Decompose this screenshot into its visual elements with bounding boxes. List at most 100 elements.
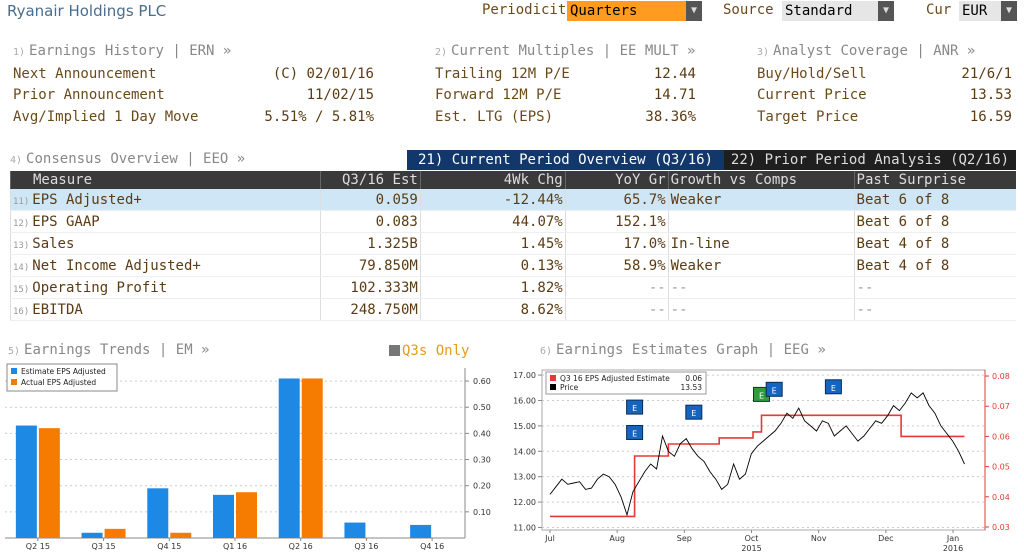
checkbox-icon[interactable] xyxy=(389,345,400,356)
trailing-pe-label: Trailing 12M P/E xyxy=(435,66,570,82)
buy-hold-sell-value: 21/6/1 xyxy=(961,66,1012,82)
legend-swatch xyxy=(550,384,556,390)
measure-cell[interactable]: 15) Operating Profit xyxy=(10,276,321,299)
event-marker-label: E xyxy=(772,386,777,395)
next-announcement-label: Next Announcement xyxy=(13,66,157,82)
col-header-measure[interactable]: Measure xyxy=(10,171,321,189)
measure-cell[interactable]: 14) Net Income Adjusted+ xyxy=(10,254,321,277)
col-header-4wk[interactable]: 4Wk Chg xyxy=(419,171,566,189)
measure-label: Operating Profit xyxy=(32,279,168,296)
table-row[interactable]: 12) EPS GAAP 0.083 44.07% 152.1% Beat 6 o… xyxy=(10,210,1016,233)
y-left-tick-label: 17.00 xyxy=(513,371,536,380)
col-header-growth[interactable]: Growth vs Comps xyxy=(667,171,855,189)
bar-estimate xyxy=(278,378,300,538)
x-tick-label: Q4 16 xyxy=(420,542,444,551)
growth-cell xyxy=(667,210,855,233)
tab-prior-period[interactable]: 22) Prior Period Analysis (Q2/16) xyxy=(724,150,1016,170)
y-right-tick-label: 0.04 xyxy=(992,493,1010,502)
table-header-row: Measure Q3/16 Est 4Wk Chg YoY Gr Growth … xyxy=(10,171,1016,189)
current-price-value: 13.53 xyxy=(969,87,1012,103)
legend-value: 0.06 xyxy=(685,374,702,383)
measure-label: EBITDA xyxy=(32,301,83,318)
prior-announcement-value: 11/02/15 xyxy=(306,87,374,103)
growth-cell: -- xyxy=(667,276,855,299)
measure-cell[interactable]: 11) EPS Adjusted+ xyxy=(10,189,321,211)
analyst-coverage-header[interactable]: 3) Analyst Coverage | ANR » xyxy=(757,43,975,59)
current-multiples-link[interactable]: Current Multiples | EE MULT » xyxy=(451,43,696,59)
next-announcement-value: (C) 02/01/16 xyxy=(272,66,374,82)
q3s-only-toggle[interactable]: Q3s Only xyxy=(389,343,469,359)
measure-cell[interactable]: 13) Sales xyxy=(10,232,321,255)
legend-label: Price xyxy=(560,383,579,392)
trailing-pe-value: 12.44 xyxy=(653,66,696,82)
chevron-down-icon[interactable]: ▼ xyxy=(1001,1,1017,21)
table-row[interactable]: 15) Operating Profit 102.333M 1.82% -- --… xyxy=(10,276,1016,299)
currency-select[interactable]: EUR ▼ xyxy=(959,1,1017,21)
consensus-table: Measure Q3/16 Est 4Wk Chg YoY Gr Growth … xyxy=(10,171,1016,321)
tab-current-period[interactable]: 21) Current Period Overview (Q3/16) xyxy=(407,150,724,170)
chart-legend xyxy=(545,371,707,395)
analyst-coverage-link[interactable]: Analyst Coverage | ANR » xyxy=(773,43,976,59)
growth-cell: In-line xyxy=(667,232,855,255)
col-header-est[interactable]: Q3/16 Est xyxy=(319,171,421,189)
yoy-cell: 152.1% xyxy=(564,210,669,233)
current-multiples-header[interactable]: 2) Current Multiples | EE MULT » xyxy=(435,43,695,59)
row-number: 16) xyxy=(13,306,30,317)
y-tick-label: 0.60 xyxy=(473,377,491,386)
earnings-history-header[interactable]: 1) Earnings History | ERN » xyxy=(13,43,231,59)
col-header-surprise[interactable]: Past Surprise xyxy=(853,171,1016,189)
x-tick-label: Nov xyxy=(811,534,827,543)
surprise-cell: Beat 4 of 8 xyxy=(853,254,1016,277)
measure-label: Net Income Adjusted+ xyxy=(32,257,201,274)
y-right-tick-label: 0.05 xyxy=(992,463,1010,472)
source-select[interactable]: Standard ▼ xyxy=(782,1,894,21)
earnings-trends-link[interactable]: Earnings Trends | EM » xyxy=(24,342,210,358)
chg-cell: 8.62% xyxy=(419,298,566,321)
growth-cell: Weaker xyxy=(667,254,855,277)
consensus-header[interactable]: 4) Consensus Overview | EEO » xyxy=(10,151,245,167)
series-line-price xyxy=(549,392,965,517)
chevron-down-icon[interactable]: ▼ xyxy=(686,1,702,21)
measure-cell[interactable]: 16) EBITDA xyxy=(10,298,321,321)
col-header-yoy[interactable]: YoY Gr xyxy=(564,171,669,189)
y-left-tick-label: 13.00 xyxy=(513,473,536,482)
x-year-label: 2016 xyxy=(943,544,963,553)
table-row[interactable]: 11) EPS Adjusted+ 0.059 -12.44% 65.7% Wea… xyxy=(10,189,1016,211)
periodicity-select[interactable]: Quarters ▼ xyxy=(567,1,702,21)
chg-cell: 1.45% xyxy=(419,232,566,255)
x-tick-label: Q3 16 xyxy=(354,542,378,551)
growth-cell: -- xyxy=(667,298,855,321)
earnings-history-link[interactable]: Earnings History | ERN » xyxy=(29,43,232,59)
est-ltg-value: 38.36% xyxy=(645,109,696,125)
row-number: 14) xyxy=(13,262,30,273)
measure-label: EPS Adjusted+ xyxy=(32,191,142,208)
consensus-link[interactable]: Consensus Overview | EEO » xyxy=(26,151,246,167)
est-cell: 102.333M xyxy=(319,276,421,299)
y-tick-label: 0.50 xyxy=(473,403,491,412)
event-marker xyxy=(626,399,644,415)
periodicity-label: Periodicity xyxy=(482,2,575,18)
currency-value: EUR xyxy=(962,3,988,19)
yoy-cell: 58.9% xyxy=(564,254,669,277)
table-row[interactable]: 16) EBITDA 248.750M 8.62% -- -- -- xyxy=(10,298,1016,321)
table-row[interactable]: 13) Sales 1.325B 1.45% 17.0% In-line Beat… xyxy=(10,232,1016,255)
yoy-cell: -- xyxy=(564,298,669,321)
y-tick-label: 0.40 xyxy=(473,429,491,438)
estimates-graph-header[interactable]: 6) Earnings Estimates Graph | EEG » xyxy=(540,342,826,358)
row-number: 13) xyxy=(13,240,30,251)
surprise-cell: Beat 6 of 8 xyxy=(853,189,1016,211)
target-price-label: Target Price xyxy=(757,109,859,125)
table-row[interactable]: 14) Net Income Adjusted+ 79.850M 0.13% 58… xyxy=(10,254,1016,277)
x-tick-label: Oct xyxy=(745,534,759,543)
x-tick-label: Dec xyxy=(878,534,893,543)
x-tick-label: Q2 15 xyxy=(26,542,50,551)
estimates-graph-link[interactable]: Earnings Estimates Graph | EEG » xyxy=(556,342,826,358)
measure-label: EPS GAAP xyxy=(32,213,100,230)
q3s-only-label: Q3s Only xyxy=(402,343,470,359)
measure-cell[interactable]: 12) EPS GAAP xyxy=(10,210,321,233)
y-right-tick-label: 0.03 xyxy=(992,523,1010,532)
y-right-tick-label: 0.07 xyxy=(992,402,1010,411)
x-year-label: 2015 xyxy=(741,544,761,553)
chevron-down-icon[interactable]: ▼ xyxy=(878,1,894,21)
earnings-trends-header[interactable]: 5) Earnings Trends | EM » xyxy=(8,342,209,358)
